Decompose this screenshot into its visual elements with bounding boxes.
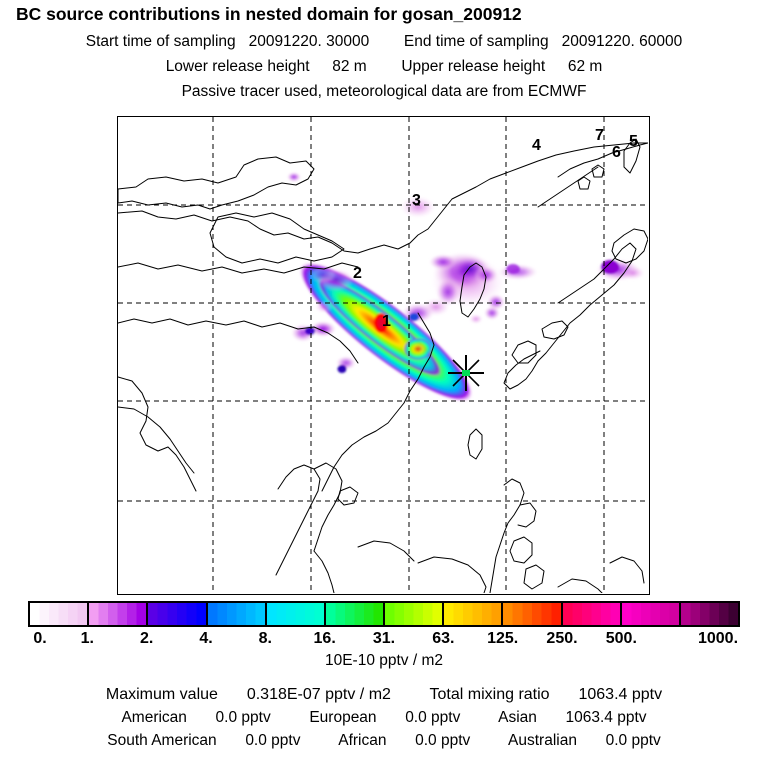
map-plot-area[interactable]: 1 2 3 4 5 6 7: [117, 116, 650, 595]
region-label-australian: Australian: [508, 732, 577, 749]
total-mixing-ratio-value: 1063.4 pptv: [578, 686, 663, 703]
region-label-south-american: South American: [107, 732, 217, 749]
start-time-value: 20091220. 30000: [248, 33, 370, 50]
colorbar-tick-9: 250.: [546, 630, 578, 647]
colorbar-segment-1: [89, 603, 149, 625]
page-title: BC source contributions in nested domain…: [16, 4, 522, 24]
colorbar-tick-5: 16.: [313, 630, 336, 647]
region-value-african: 0.0 pptv: [415, 732, 471, 749]
colorbar-segment-8: [503, 603, 563, 625]
region-value-european: 0.0 pptv: [405, 709, 461, 726]
colorbar-tick-4: 8.: [258, 630, 272, 647]
colorbar-gradient: [28, 601, 740, 627]
coastlines: [118, 138, 648, 593]
footer-row-regions-1: American 0.0 pptv European 0.0 pptv Asia…: [0, 709, 768, 727]
colorbar-segment-11: [680, 603, 739, 625]
colorbar-unit-label: 10E-10 pptv / m2: [324, 652, 444, 669]
colorbar-segment-5: [325, 603, 386, 625]
colorbar-tick-0: 0.: [33, 630, 47, 647]
end-time-value: 20091220. 60000: [561, 33, 683, 50]
colorbar-segment-7: [444, 603, 504, 625]
tracer-note: Passive tracer used, meteorological data…: [181, 83, 587, 100]
start-time-label: Start time of sampling: [85, 33, 236, 50]
colorbar-segment-2: [148, 603, 208, 625]
colorbar-segment-9: [562, 603, 622, 625]
max-value-value: 0.318E-07 pptv / m2: [246, 686, 391, 703]
footer-row-max: Maximum value 0.318E-07 pptv / m2 Total …: [0, 686, 768, 704]
region-value-south-american: 0.0 pptv: [245, 732, 301, 749]
colorbar[interactable]: [28, 601, 740, 627]
region-value-australian: 0.0 pptv: [605, 732, 661, 749]
lower-release-height-value: 82 m: [332, 58, 367, 75]
colorbar-tick-labels: 0. 1. 2. 4. 8. 16. 31. 63. 125. 250. 500. 1000.: [0, 630, 768, 650]
end-time-label: End time of sampling: [403, 33, 549, 50]
region-label-american: American: [121, 709, 187, 726]
colorbar-tick-8: 125.: [487, 630, 519, 647]
region-label-asian: Asian: [498, 709, 537, 726]
colorbar-tick-3: 4.: [199, 630, 213, 647]
colorbar-segment-3: [207, 603, 267, 625]
colorbar-tick-2: 2.: [139, 630, 154, 647]
colorbar-tick-10: 500.: [605, 630, 637, 647]
colorbar-segment-0: [30, 603, 90, 625]
max-value-label: Maximum value: [105, 686, 218, 703]
statistics-footer: Maximum value 0.318E-07 pptv / m2 Total …: [0, 686, 768, 750]
colorbar-tick-11: 1000.: [697, 630, 739, 647]
concentration-field: [287, 172, 645, 402]
upper-release-height-label: Upper release height: [401, 58, 546, 75]
colorbar-tick-1: 1.: [80, 630, 94, 647]
region-label-african: African: [338, 732, 387, 749]
total-mixing-ratio-label: Total mixing ratio: [429, 686, 550, 703]
lower-release-height-label: Lower release height: [165, 58, 310, 75]
region-label-european: European: [309, 709, 377, 726]
colorbar-segment-4: [266, 603, 326, 625]
region-value-asian: 1063.4 pptv: [565, 709, 647, 726]
region-value-american: 0.0 pptv: [215, 709, 271, 726]
map-canvas: [118, 117, 648, 593]
sampling-time-line: Start time of sampling 20091220. 30000 E…: [0, 33, 768, 51]
receptor-star-icon: [448, 355, 484, 391]
release-height-line: Lower release height 82 m Upper release …: [0, 58, 768, 76]
map-gridlines: [118, 117, 648, 593]
upper-release-height-value: 62 m: [567, 58, 603, 75]
colorbar-tick-6: 31.: [372, 630, 396, 647]
colorbar-segment-10: [621, 603, 681, 625]
footer-row-regions-2: South American 0.0 pptv African 0.0 pptv…: [0, 732, 768, 750]
colorbar-tick-7: 63.: [432, 630, 455, 647]
colorbar-segment-6: [385, 603, 445, 625]
